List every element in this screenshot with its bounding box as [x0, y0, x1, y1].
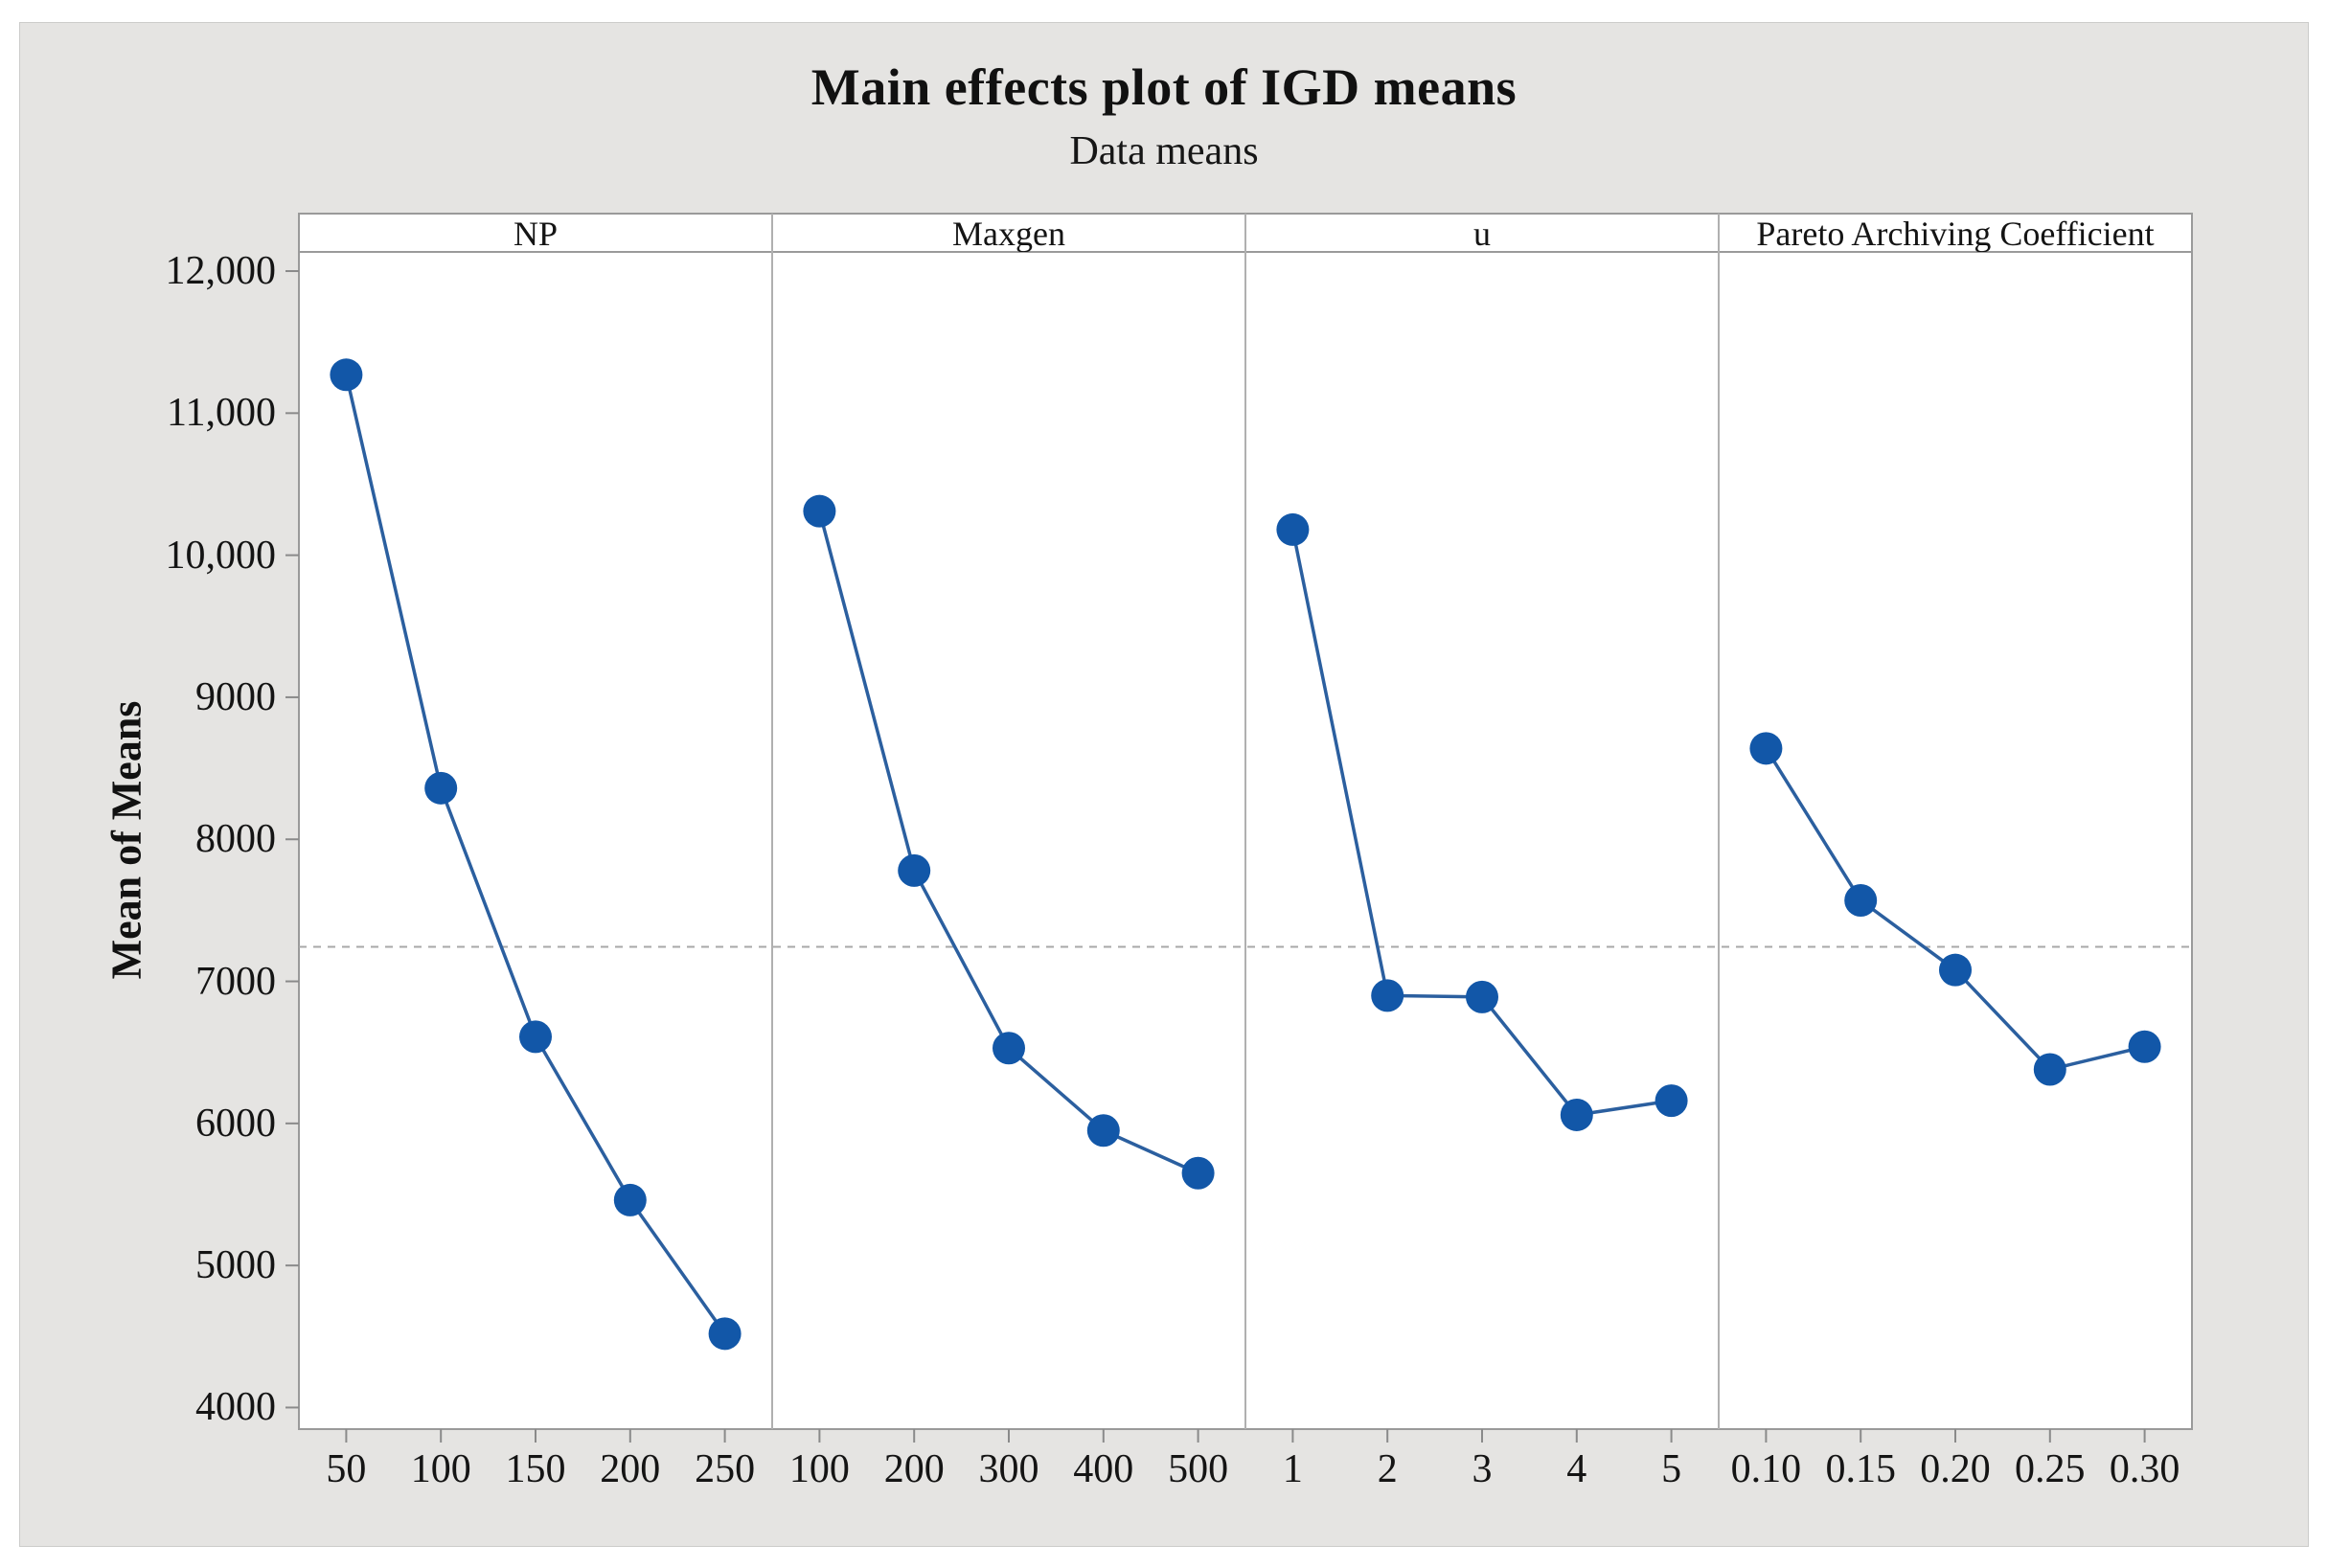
x-tick-label: 4 — [1566, 1447, 1587, 1491]
x-tick-label: 200 — [883, 1447, 945, 1491]
data-point-marker — [1560, 1098, 1593, 1131]
chart-title: Main effects plot of IGD means — [810, 58, 1518, 116]
data-point-marker — [2033, 1053, 2066, 1086]
y-tick-label: 5000 — [195, 1243, 276, 1288]
y-tick-label: 12,000 — [165, 249, 277, 294]
data-point-marker — [424, 771, 458, 805]
x-tick-label: 0.10 — [1730, 1447, 1802, 1491]
data-point-marker — [1466, 980, 1498, 1013]
x-tick-label: 3 — [1472, 1447, 1493, 1491]
x-tick-label: 150 — [505, 1447, 566, 1491]
data-point-marker — [330, 358, 363, 392]
data-point-marker — [1749, 732, 1783, 765]
x-tick-label: 1 — [1282, 1447, 1303, 1491]
data-point-marker — [708, 1317, 742, 1351]
chart-subtitle: Data means — [1069, 129, 1259, 173]
panel-header-maxgen: Maxgen — [952, 215, 1065, 252]
data-point-marker — [613, 1183, 647, 1216]
data-point-marker — [803, 494, 836, 528]
y-tick-label: 10,000 — [165, 533, 277, 578]
x-tick-label: 5 — [1661, 1447, 1682, 1491]
data-point-marker — [1276, 512, 1310, 546]
x-tick-label: 50 — [326, 1447, 367, 1491]
x-tick-label: 200 — [600, 1447, 661, 1491]
data-point-marker — [519, 1020, 552, 1054]
data-point-marker — [2128, 1030, 2161, 1063]
x-tick-label: 0.20 — [1920, 1447, 1991, 1491]
x-tick-label: 300 — [978, 1447, 1039, 1491]
x-tick-label: 250 — [695, 1447, 756, 1491]
x-tick-label: 500 — [1168, 1447, 1229, 1491]
data-point-marker — [1939, 953, 1972, 987]
y-tick-label: 4000 — [195, 1385, 276, 1430]
x-tick-label: 0.25 — [2015, 1447, 2086, 1491]
y-tick-label: 7000 — [195, 959, 276, 1004]
y-tick-label: 9000 — [195, 674, 276, 719]
x-tick-label: 100 — [410, 1447, 471, 1491]
x-tick-label: 100 — [788, 1447, 850, 1491]
data-point-marker — [1181, 1156, 1215, 1190]
panel-header-np: NP — [513, 215, 559, 252]
panel-header-u: u — [1473, 215, 1491, 252]
data-point-marker — [1844, 884, 1878, 918]
panel-header-pareto-archiving-coefficient: Pareto Archiving Coefficient — [1756, 215, 2155, 252]
x-tick-label: 0.15 — [1825, 1447, 1896, 1491]
data-point-marker — [1086, 1114, 1120, 1148]
y-tick-label: 6000 — [195, 1101, 276, 1146]
y-tick-label: 11,000 — [167, 391, 276, 436]
data-point-marker — [898, 853, 931, 887]
x-tick-label: 0.30 — [2109, 1447, 2180, 1491]
data-point-marker — [1655, 1084, 1688, 1118]
data-point-marker — [993, 1032, 1025, 1065]
y-tick-label: 8000 — [195, 817, 276, 862]
x-tick-label: 2 — [1377, 1447, 1398, 1491]
x-tick-label: 400 — [1073, 1447, 1134, 1491]
data-point-marker — [1371, 979, 1404, 1012]
